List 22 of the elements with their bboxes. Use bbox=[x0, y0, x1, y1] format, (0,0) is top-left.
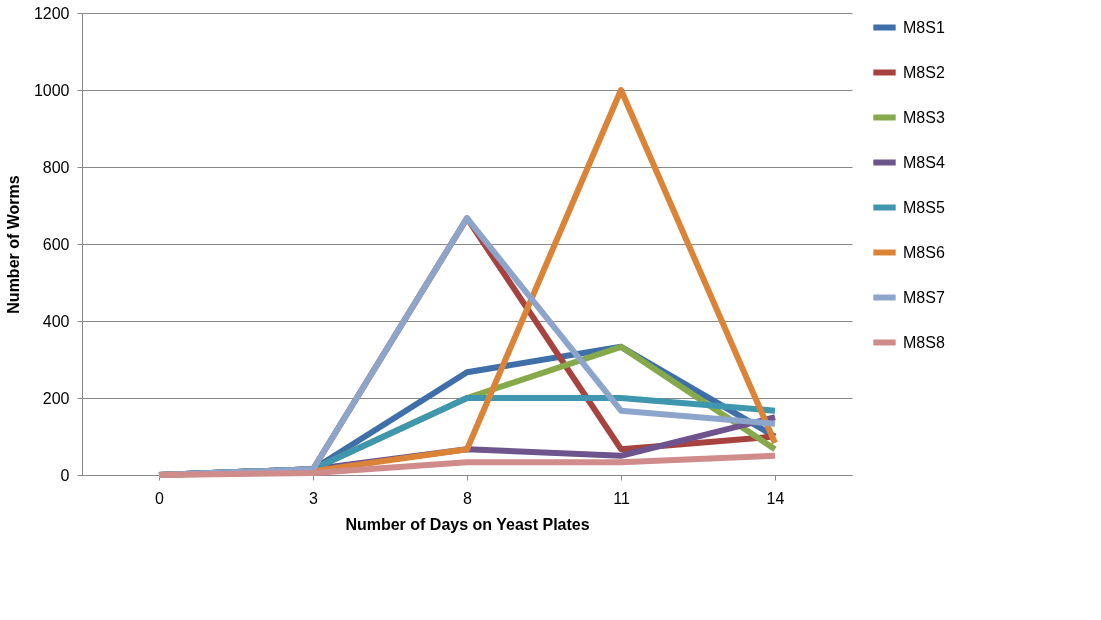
y-tick-label: 0 bbox=[60, 466, 70, 484]
y-axis-title: Number of Worms bbox=[4, 175, 22, 314]
legend-label: M8S8 bbox=[903, 333, 945, 351]
legend-label: M8S3 bbox=[903, 108, 945, 126]
x-tick-label: 8 bbox=[463, 489, 473, 507]
y-tick-label: 800 bbox=[42, 158, 70, 176]
x-tick-label: 14 bbox=[766, 489, 785, 507]
legend-label: M8S6 bbox=[903, 243, 945, 261]
y-tick-label: 400 bbox=[42, 312, 70, 330]
legend-label: M8S5 bbox=[903, 198, 945, 216]
x-tick-label: 11 bbox=[613, 489, 630, 507]
x-tick-label: 0 bbox=[155, 489, 165, 507]
y-tick-label: 1200 bbox=[33, 4, 70, 22]
legend-label: M8S2 bbox=[903, 63, 945, 81]
y-tick-label: 1000 bbox=[33, 81, 70, 99]
y-tick-label: 200 bbox=[42, 389, 70, 407]
x-axis-title: Number of Days on Yeast Plates bbox=[345, 515, 590, 533]
x-tick-label: 3 bbox=[309, 489, 319, 507]
legend-label: M8S7 bbox=[903, 288, 945, 306]
legend-label: M8S1 bbox=[903, 18, 945, 36]
legend-label: M8S4 bbox=[903, 153, 945, 171]
y-tick-label: 600 bbox=[42, 235, 70, 253]
